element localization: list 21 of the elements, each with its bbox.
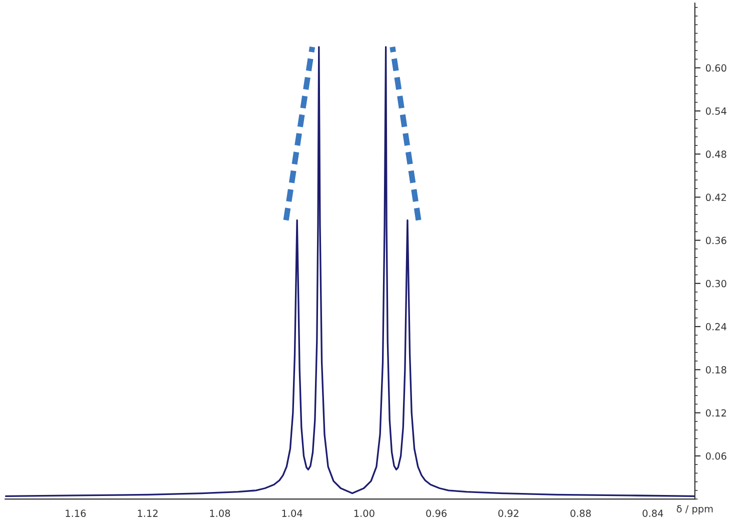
x-tick-label: 1.08 bbox=[210, 510, 230, 517]
y-tick-label: 0.06 bbox=[706, 452, 726, 460]
x-tick-label: 0.96 bbox=[426, 510, 447, 517]
y-tick-label: 0.24 bbox=[706, 323, 726, 330]
y-tick-label: 0.12 bbox=[706, 409, 726, 417]
x-axis-title: δ / ppm bbox=[676, 505, 713, 514]
y-tick-label: 0.42 bbox=[706, 194, 726, 202]
y-tick-label: 0.18 bbox=[706, 366, 726, 374]
line-series bbox=[5, 46, 695, 497]
y-tick-label: 0.60 bbox=[706, 64, 726, 72]
y-tick-label: 0.36 bbox=[706, 236, 726, 244]
y-tick-label: 0.30 bbox=[706, 280, 726, 288]
y-tick-label: 0.54 bbox=[706, 107, 726, 115]
x-tick-label: 1.12 bbox=[138, 510, 158, 517]
x-tick-label: 1.04 bbox=[282, 510, 302, 517]
x-tick-label: 1.16 bbox=[66, 510, 86, 517]
y-tick-label: 0.48 bbox=[706, 150, 726, 158]
x-tick-label: 1.00 bbox=[354, 510, 374, 517]
x-tick-label: 0.88 bbox=[570, 510, 591, 517]
x-tick-label: 0.92 bbox=[498, 510, 518, 517]
x-tick-label: 0.84 bbox=[642, 510, 664, 517]
